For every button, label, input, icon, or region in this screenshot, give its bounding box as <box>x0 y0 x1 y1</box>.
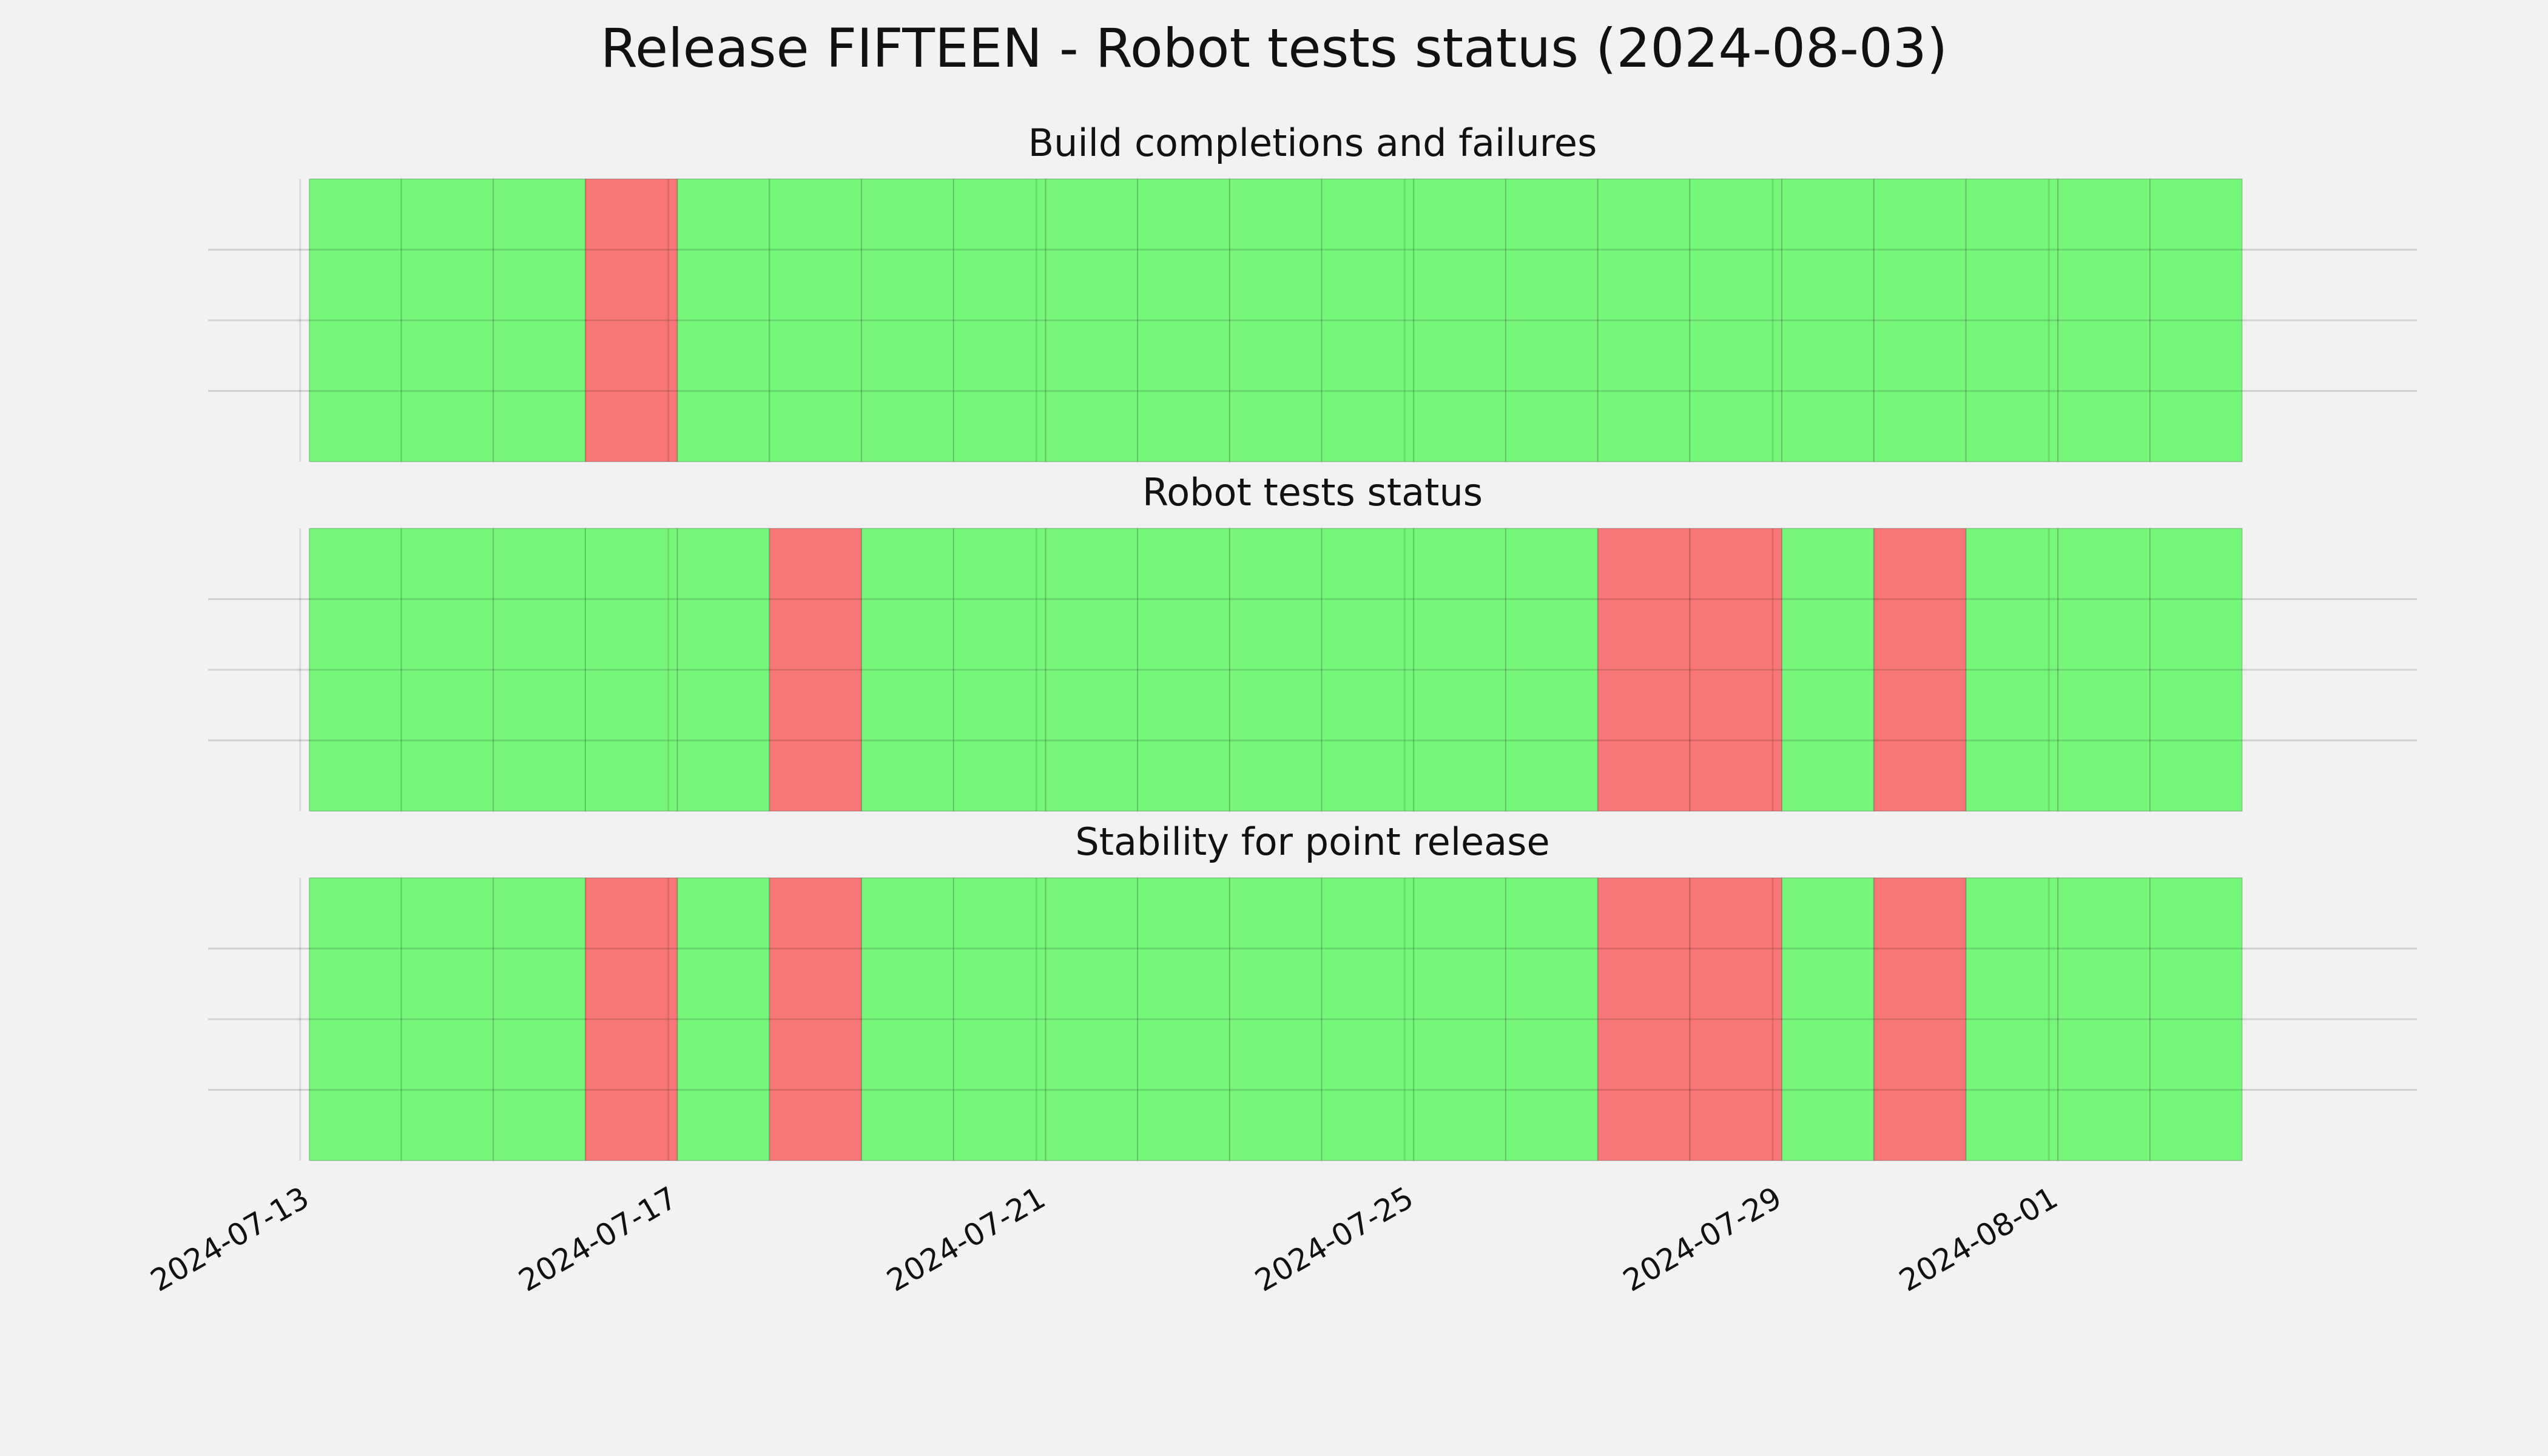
status-span <box>2057 528 2151 812</box>
status-span <box>1965 877 2059 1161</box>
status-span <box>1321 877 1415 1161</box>
status-span <box>1505 178 1599 462</box>
status-span <box>1137 877 1230 1161</box>
status-span <box>1045 178 1139 462</box>
chart-title: Release FIFTEEN - Robot tests status (20… <box>601 17 1947 79</box>
status-span <box>493 178 587 462</box>
status-span <box>1689 528 1783 812</box>
panel-title: Build completions and failures <box>1028 121 1597 165</box>
status-span <box>769 877 863 1161</box>
status-span <box>1597 877 1691 1161</box>
status-span <box>1137 178 1230 462</box>
status-span <box>1781 178 1875 462</box>
panel-title: Stability for point release <box>1075 820 1549 864</box>
status-span <box>1873 877 1967 1161</box>
status-span <box>1873 178 1967 462</box>
status-span <box>585 178 678 462</box>
status-span <box>2149 877 2243 1161</box>
status-span <box>1045 528 1139 812</box>
status-span <box>1228 528 1323 812</box>
status-span <box>1321 528 1415 812</box>
status-span <box>308 528 402 812</box>
status-span <box>1413 877 1507 1161</box>
status-span <box>308 178 402 462</box>
status-span <box>676 528 770 812</box>
status-span <box>400 178 494 462</box>
status-span <box>1689 178 1783 462</box>
status-span <box>2149 178 2243 462</box>
status-span <box>493 877 587 1161</box>
status-span <box>2057 178 2151 462</box>
status-span <box>1597 528 1691 812</box>
status-span <box>308 877 402 1161</box>
status-span <box>1413 178 1507 462</box>
status-span <box>1965 528 2059 812</box>
status-span <box>1505 877 1599 1161</box>
status-span <box>1045 877 1139 1161</box>
status-span <box>1137 528 1230 812</box>
panel-title: Robot tests status <box>1142 470 1483 514</box>
status-span <box>1781 528 1875 812</box>
status-span <box>2149 528 2243 812</box>
status-span <box>861 178 954 462</box>
status-span <box>1873 528 1967 812</box>
status-span <box>2057 877 2151 1161</box>
status-span <box>1505 528 1599 812</box>
status-span <box>861 877 954 1161</box>
status-span <box>769 528 863 812</box>
status-span <box>769 178 863 462</box>
status-span <box>1689 877 1783 1161</box>
status-span <box>493 528 587 812</box>
status-span <box>676 178 770 462</box>
status-span <box>1228 178 1323 462</box>
status-span <box>1597 178 1691 462</box>
status-span <box>952 178 1046 462</box>
status-span <box>676 877 770 1161</box>
status-span <box>1965 178 2059 462</box>
status-span <box>1321 178 1415 462</box>
status-span <box>952 877 1046 1161</box>
status-span <box>400 528 494 812</box>
status-span <box>400 877 494 1161</box>
status-span <box>952 528 1046 812</box>
status-span <box>585 877 678 1161</box>
status-span <box>1781 877 1875 1161</box>
